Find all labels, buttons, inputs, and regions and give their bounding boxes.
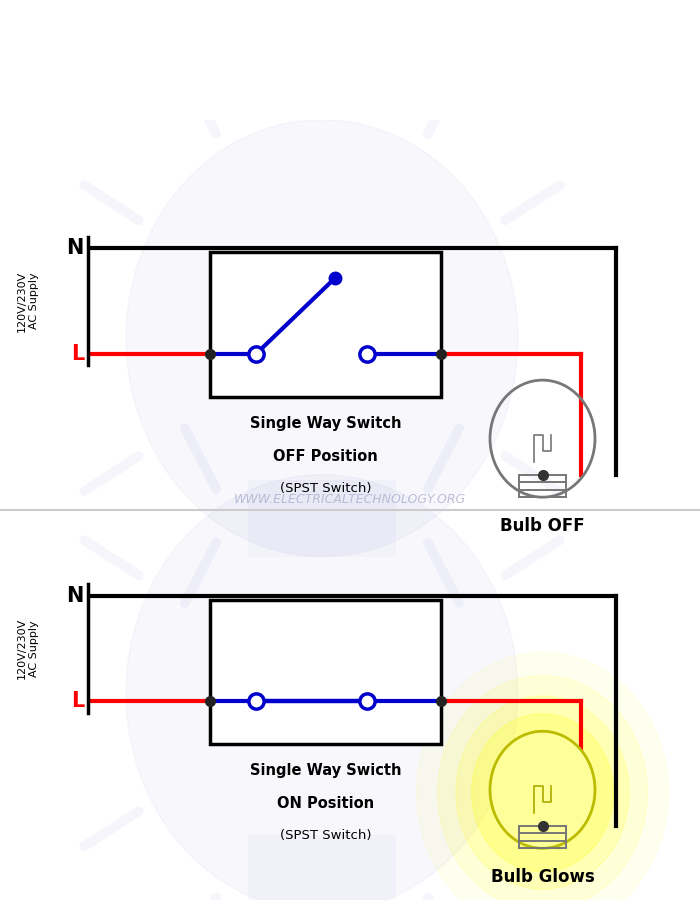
Text: (SPST Switch): (SPST Switch) bbox=[280, 829, 371, 842]
Bar bbox=[248, 481, 396, 557]
Text: Bulb Glows: Bulb Glows bbox=[491, 868, 594, 886]
Text: L: L bbox=[71, 344, 84, 364]
Bar bbox=[210, 599, 441, 744]
Circle shape bbox=[472, 714, 613, 872]
Bar bbox=[248, 835, 396, 900]
Text: 120V/230V
AC Supply: 120V/230V AC Supply bbox=[18, 271, 38, 332]
Text: N: N bbox=[66, 586, 84, 606]
Polygon shape bbox=[126, 475, 518, 900]
Text: (SPST Switch): (SPST Switch) bbox=[280, 482, 371, 495]
Text: OFF Position: OFF Position bbox=[273, 449, 378, 464]
Text: 120V/230V
AC Supply: 120V/230V AC Supply bbox=[18, 617, 38, 679]
Text: WWW.ELECTRICALTECHNOLOGY.ORG: WWW.ELECTRICALTECHNOLOGY.ORG bbox=[234, 493, 466, 506]
Text: Bulb OFF: Bulb OFF bbox=[500, 517, 584, 535]
Text: L: L bbox=[71, 691, 84, 711]
Text: SPST Single Way or One-Way Switch?: SPST Single Way or One-Way Switch? bbox=[59, 82, 641, 110]
Text: How to Control a Light Bulb Using: How to Control a Light Bulb Using bbox=[85, 28, 615, 56]
Circle shape bbox=[416, 652, 668, 900]
Text: ON Position: ON Position bbox=[277, 796, 374, 811]
Polygon shape bbox=[126, 120, 518, 556]
Text: Single Way Switch: Single Way Switch bbox=[250, 416, 401, 431]
Text: N: N bbox=[66, 238, 84, 258]
Text: Single Way Swicth: Single Way Swicth bbox=[250, 763, 401, 778]
Bar bbox=[210, 252, 441, 397]
Circle shape bbox=[490, 732, 595, 849]
Circle shape bbox=[438, 676, 648, 900]
Circle shape bbox=[456, 696, 629, 889]
